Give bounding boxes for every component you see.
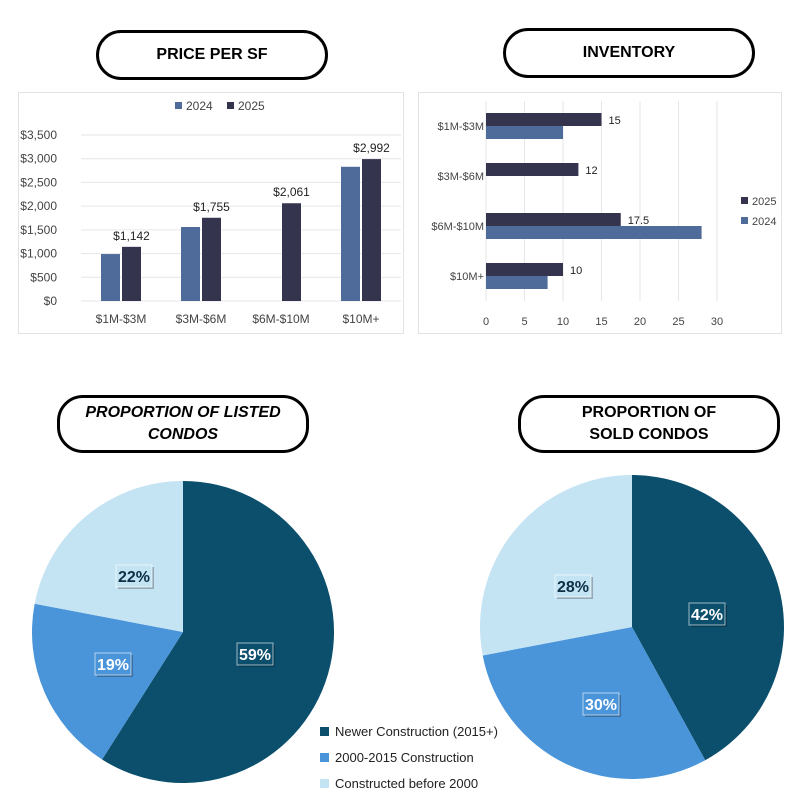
listed-pie-label-box bbox=[236, 642, 274, 666]
price-bar-2025 bbox=[282, 203, 301, 301]
inventory-data-label: 12 bbox=[585, 165, 597, 177]
inventory-legend-swatch-2024 bbox=[741, 217, 748, 224]
inventory-data-label: 10 bbox=[570, 265, 582, 277]
sold-pie-slice bbox=[480, 475, 632, 656]
legend-item-mid: 2000-2015 Construction bbox=[320, 744, 498, 770]
sold-pie-label-box bbox=[688, 602, 726, 626]
sold-pie-label-box bbox=[582, 692, 620, 716]
listed-condos-title-line2: CONDOS bbox=[147, 426, 219, 443]
inventory-xtick-label: 5 bbox=[521, 316, 527, 328]
sold-pie-label-box bbox=[554, 574, 592, 598]
listed-pie-label-box bbox=[115, 564, 153, 588]
inventory-bar-2024 bbox=[486, 126, 563, 139]
inventory-chart: 0 5 10 15 20 25 30$1M-$3M 15$3M-$6M 12$6M-$10M 17… bbox=[431, 101, 776, 328]
legend-item-old: Constructed before 2000 bbox=[320, 770, 498, 796]
price-ytick-label: $1,000 bbox=[20, 247, 57, 261]
price-data-label: $2,992 bbox=[353, 141, 390, 155]
price-ytick-label: $500 bbox=[30, 270, 57, 284]
sold-condos-pie: 42% 30% 28% bbox=[480, 475, 784, 779]
sold-pie-value-label: 28% bbox=[557, 579, 589, 596]
inventory-ytick-label: $1M-$3M bbox=[438, 121, 484, 133]
price-chart: $0 $500 $1,000 $1,500 $2,000 $2,500 $3,000 $3,5… bbox=[20, 99, 401, 326]
inventory-title: INVENTORY bbox=[503, 28, 755, 78]
price-legend-swatch-2025 bbox=[227, 102, 234, 109]
price-xtick-label: $1M-$3M bbox=[96, 312, 147, 326]
price-data-label: $2,061 bbox=[273, 185, 310, 199]
price-per-sf-title: PRICE PER SF bbox=[96, 30, 328, 80]
price-ytick-label: $2,000 bbox=[20, 199, 57, 213]
listed-pie-value-label: 22% bbox=[118, 569, 150, 586]
price-bar-2025 bbox=[202, 217, 221, 301]
listed-condos-title-line1: PROPORTION OF LISTED bbox=[85, 404, 281, 422]
price-bar-2025 bbox=[122, 246, 141, 301]
inventory-ytick-label: $3M-$6M bbox=[438, 171, 484, 183]
inventory-data-label: 15 bbox=[609, 115, 621, 127]
legend-swatch-newer bbox=[320, 726, 329, 736]
listed-pie-slice bbox=[34, 481, 184, 632]
legend-label-mid: 2000-2015 Construction bbox=[335, 749, 474, 765]
listed-pie-value-label: 59% bbox=[239, 647, 271, 664]
legend-swatch-old bbox=[320, 778, 329, 788]
inventory-bar-2025 bbox=[486, 113, 602, 126]
sold-condos-title-line1: PROPORTION OF bbox=[581, 404, 717, 422]
price-ytick-label: $3,500 bbox=[20, 128, 57, 142]
inventory-bar-2025 bbox=[486, 263, 563, 276]
price-bar-2024 bbox=[181, 227, 200, 301]
listed-pie-slice bbox=[32, 603, 184, 760]
inventory-legend-swatch-2025 bbox=[741, 197, 748, 204]
price-ytick-label: $0 bbox=[44, 294, 58, 308]
inventory-chart-panel: 0 5 10 15 20 25 30 $1M-$3M 15 $3M-$6M 12 $6M-$10M 17… bbox=[418, 92, 782, 334]
inventory-legend-label-2024: 2024 bbox=[752, 216, 776, 228]
pie-legend: Newer Construction (2015+) 2000-2015 Con… bbox=[320, 718, 498, 796]
legend-swatch-mid bbox=[320, 752, 329, 762]
sold-pie-value-label: 42% bbox=[691, 607, 723, 624]
legend-item-newer: Newer Construction (2015+) bbox=[320, 718, 498, 744]
price-ytick-label: $3,000 bbox=[20, 152, 57, 166]
inventory-bar-2024 bbox=[486, 226, 702, 239]
listed-pie-slice bbox=[102, 481, 335, 783]
price-bar-2024 bbox=[341, 166, 360, 301]
inventory-xtick-label: 20 bbox=[634, 316, 646, 328]
sold-pie-value-label: 30% bbox=[585, 697, 617, 714]
inventory-xtick-label: 10 bbox=[557, 316, 569, 328]
inventory-xtick-label: 0 bbox=[483, 316, 489, 328]
price-xtick-label: $3M-$6M bbox=[176, 312, 227, 326]
price-xtick-label: $10M+ bbox=[342, 312, 379, 326]
inventory-data-label: 17.5 bbox=[628, 215, 649, 227]
sold-condos-title-line2: SOLD CONDOS bbox=[589, 426, 709, 443]
price-legend-label-2024: 2024 bbox=[186, 99, 213, 113]
price-data-label: $1,755 bbox=[193, 200, 230, 214]
inventory-legend-label-2025: 2025 bbox=[752, 196, 776, 208]
listed-pie-value-label: 19% bbox=[97, 657, 129, 674]
price-bar-2025 bbox=[362, 159, 381, 301]
inventory-xtick-label: 15 bbox=[595, 316, 607, 328]
price-bar-2024 bbox=[101, 254, 120, 301]
inventory-title-text: INVENTORY bbox=[582, 44, 676, 62]
inventory-xtick-label: 25 bbox=[672, 316, 684, 328]
price-ytick-label: $2,500 bbox=[20, 175, 57, 189]
inventory-ytick-label: $10M+ bbox=[450, 271, 484, 283]
inventory-bar-2025 bbox=[486, 163, 579, 176]
inventory-ytick-label: $6M-$10M bbox=[431, 221, 484, 233]
sold-condos-title: PROPORTION OF SOLD CONDOS bbox=[518, 395, 780, 453]
inventory-bar-2024 bbox=[486, 276, 548, 289]
inventory-bar-2025 bbox=[486, 213, 621, 226]
price-xtick-label: $6M-$10M bbox=[252, 312, 309, 326]
price-data-label: $1,142 bbox=[113, 229, 150, 243]
price-per-sf-title-text: PRICE PER SF bbox=[156, 46, 268, 64]
inventory-xtick-label: 30 bbox=[711, 316, 723, 328]
price-legend-label-2025: 2025 bbox=[238, 99, 265, 113]
price-chart-panel: $0 $500 $1,000 $1,500 $2,000 $2,500 $3,000 $3,5… bbox=[18, 92, 404, 334]
price-legend-swatch-2024 bbox=[175, 102, 182, 109]
listed-condos-title: PROPORTION OF LISTED CONDOS bbox=[57, 395, 309, 453]
legend-label-newer: Newer Construction (2015+) bbox=[335, 723, 498, 739]
legend-label-old: Constructed before 2000 bbox=[335, 775, 479, 791]
listed-pie-label-box bbox=[94, 652, 132, 676]
price-ytick-label: $1,500 bbox=[20, 223, 57, 237]
listed-condos-pie: 59% 19% 22% bbox=[32, 481, 335, 783]
